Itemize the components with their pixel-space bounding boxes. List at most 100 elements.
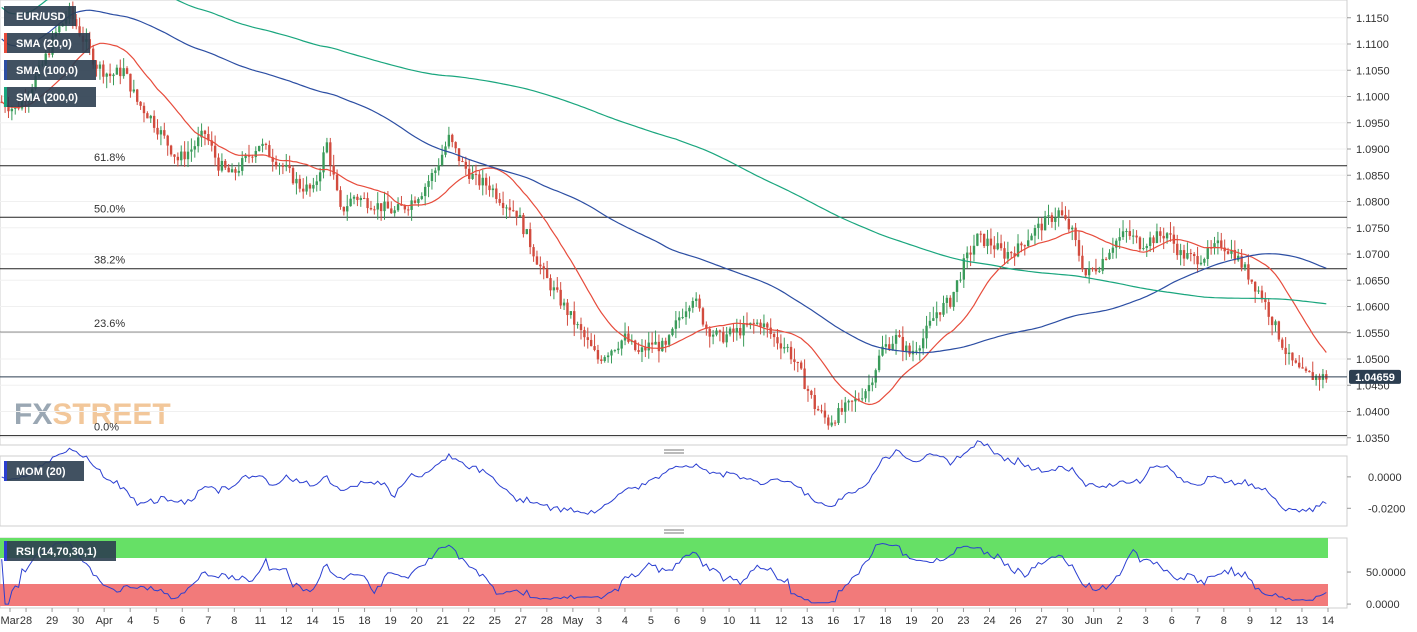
- legend-sma20[interactable]: SMA (20,0): [4, 33, 90, 53]
- candle-body: [579, 324, 583, 331]
- candle-body: [508, 207, 512, 211]
- momentum-axis: 0.0000 -0.0200: [1347, 472, 1405, 515]
- candle-body: [661, 340, 664, 352]
- candle-body: [230, 169, 234, 173]
- price-tick-label: 1.0500: [1356, 354, 1390, 366]
- candle-body: [220, 160, 224, 171]
- rsi-tick-label: 0.0000: [1366, 599, 1400, 611]
- candle-body: [1142, 248, 1145, 250]
- candle-body: [1016, 243, 1020, 257]
- candle-body: [1274, 321, 1277, 326]
- candle-body: [390, 208, 393, 214]
- time-tick-label: 19: [384, 615, 396, 627]
- candle-body: [891, 343, 894, 350]
- candle-body: [1318, 375, 1321, 380]
- candle-body: [800, 362, 803, 369]
- time-tick-label: 23: [957, 615, 969, 627]
- current-price-tag: 1.04659: [1349, 369, 1401, 384]
- svg-text:SMA (20,0): SMA (20,0): [16, 38, 72, 50]
- legend-sma100[interactable]: SMA (100,0): [4, 60, 96, 80]
- time-tick-label: 5: [153, 615, 159, 627]
- candle-body: [1240, 255, 1243, 268]
- candle-body: [545, 269, 549, 279]
- candle-body: [1250, 279, 1253, 282]
- candle-body: [634, 340, 637, 351]
- candle-body: [196, 137, 200, 147]
- candle-body: [257, 145, 261, 151]
- legend-sma200[interactable]: SMA (200,0): [4, 87, 96, 107]
- candle-body: [728, 328, 732, 335]
- candle-body: [1037, 223, 1040, 229]
- candle-body: [1104, 258, 1108, 260]
- candle-body: [454, 142, 457, 149]
- candle-body: [1067, 218, 1071, 230]
- candle-body: [833, 422, 837, 424]
- candle-body: [877, 355, 881, 371]
- candle-body: [874, 370, 877, 383]
- candle-body: [556, 287, 559, 290]
- candle-body: [993, 245, 996, 250]
- time-tick-label: 4: [622, 615, 628, 627]
- candle-body: [518, 215, 522, 217]
- candle-body: [1108, 252, 1111, 260]
- price-tick-label: 1.0700: [1356, 249, 1390, 261]
- price-tick-label: 1.0400: [1356, 407, 1390, 419]
- candle-body: [1155, 231, 1159, 244]
- candle-body: [335, 174, 339, 191]
- time-tick-label: 27: [1035, 615, 1047, 627]
- svg-text:MOM (20): MOM (20): [16, 466, 66, 478]
- candle-body: [420, 196, 423, 199]
- candle-body: [1060, 210, 1064, 216]
- legend-rsi[interactable]: RSI (14,70,30,1): [4, 541, 116, 561]
- candle-body: [1159, 231, 1162, 236]
- price-tick-label: 1.0950: [1356, 118, 1390, 130]
- time-tick-label: 26: [1009, 615, 1021, 627]
- candle-body: [600, 359, 603, 361]
- pane-divider-2[interactable]: [664, 529, 684, 534]
- candle-body: [684, 311, 688, 318]
- time-tick-label: 6: [179, 615, 185, 627]
- candle-body: [654, 341, 657, 345]
- candle-body: [830, 422, 833, 426]
- candle-body: [759, 322, 762, 327]
- candle-body: [888, 344, 891, 350]
- candle-body: [440, 154, 444, 166]
- legend-pair[interactable]: EUR/USD: [4, 6, 76, 26]
- candle-body: [1243, 264, 1247, 268]
- candle-body: [346, 206, 349, 212]
- candle-body: [505, 207, 508, 209]
- candle-body: [176, 156, 180, 161]
- legend-momentum[interactable]: MOM (20): [4, 461, 84, 481]
- rsi-axis: 50.0000 0.0000: [1347, 567, 1406, 611]
- candle-body: [268, 145, 271, 158]
- candle-body: [244, 155, 247, 159]
- candle-body: [200, 130, 203, 138]
- time-tick-label: 9: [1247, 615, 1253, 627]
- candle-body: [1169, 233, 1172, 235]
- candle-body: [1233, 249, 1237, 261]
- candle-body: [484, 177, 488, 186]
- candle-body: [860, 398, 864, 400]
- candle-body: [1189, 252, 1192, 254]
- candle-body: [481, 177, 484, 186]
- candle-body: [430, 172, 434, 182]
- svg-text:SMA (100,0): SMA (100,0): [16, 65, 78, 77]
- candle-body: [1050, 215, 1054, 222]
- candle-body: [522, 215, 525, 235]
- candle-body: [982, 233, 986, 247]
- candle-body: [149, 115, 152, 119]
- pane-divider-1[interactable]: [664, 449, 684, 454]
- time-tick-label: 6: [1169, 615, 1175, 627]
- candle-body: [1148, 237, 1152, 247]
- candle-body: [698, 298, 701, 309]
- candle-body: [342, 206, 346, 212]
- candle-body: [769, 327, 772, 334]
- candle-body: [617, 348, 620, 351]
- candle-body: [1196, 256, 1199, 265]
- candle-body: [949, 297, 952, 307]
- candle-body: [281, 165, 285, 167]
- candle-body: [996, 243, 999, 250]
- candle-body: [810, 390, 813, 396]
- candle-body: [1074, 227, 1077, 241]
